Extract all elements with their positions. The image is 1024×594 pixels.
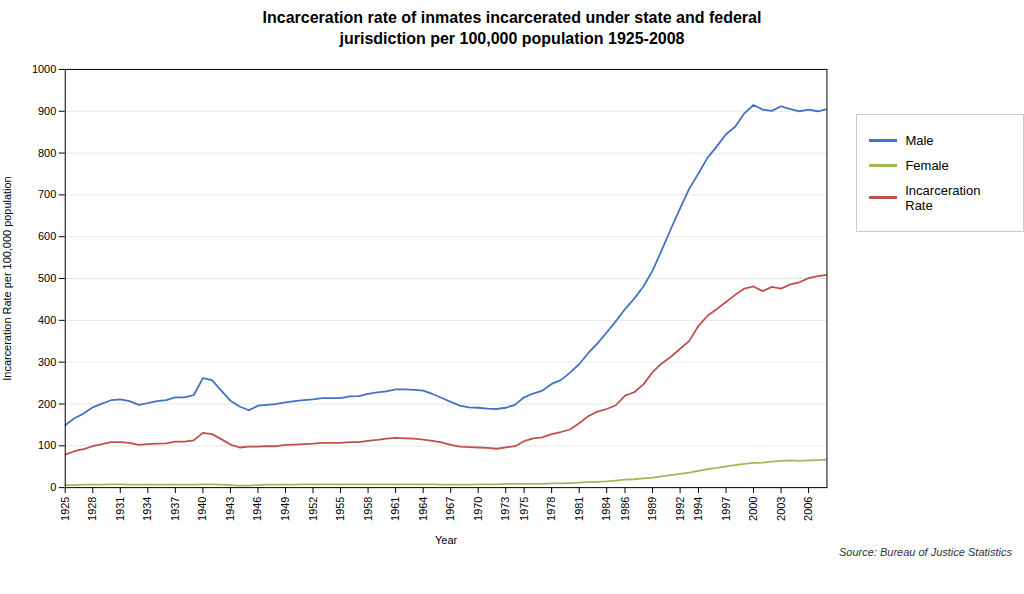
svg-text:Year: Year bbox=[435, 534, 457, 546]
svg-text:300: 300 bbox=[38, 355, 56, 367]
svg-text:2006: 2006 bbox=[802, 496, 814, 520]
svg-text:1961: 1961 bbox=[389, 496, 401, 520]
svg-text:1984: 1984 bbox=[600, 496, 612, 520]
svg-text:2000: 2000 bbox=[747, 496, 759, 520]
svg-text:1978: 1978 bbox=[545, 496, 557, 520]
svg-text:200: 200 bbox=[38, 397, 56, 409]
svg-text:1937: 1937 bbox=[169, 496, 181, 520]
svg-text:1992: 1992 bbox=[674, 496, 686, 520]
svg-text:2003: 2003 bbox=[775, 496, 787, 520]
svg-text:1943: 1943 bbox=[224, 496, 236, 520]
svg-text:900: 900 bbox=[38, 104, 56, 116]
html-text:Female: Female bbox=[905, 157, 949, 173]
svg-text:1952: 1952 bbox=[307, 496, 319, 520]
svg-text:1997: 1997 bbox=[720, 496, 732, 520]
svg-text:1958: 1958 bbox=[362, 496, 374, 520]
svg-text:1925: 1925 bbox=[59, 496, 71, 520]
html-text:Source: Bureau of Justice Stat: Source: Bureau of Justice Statistics bbox=[839, 546, 1012, 559]
svg-text:1981: 1981 bbox=[573, 496, 585, 520]
svg-text:1934: 1934 bbox=[141, 496, 153, 520]
svg-text:1975: 1975 bbox=[518, 496, 530, 520]
svg-text:1986: 1986 bbox=[619, 496, 631, 520]
svg-text:500: 500 bbox=[38, 272, 56, 284]
html-text:Incarceration Rate: Incarceration Rate bbox=[905, 182, 981, 213]
svg-text:0: 0 bbox=[50, 481, 56, 493]
svg-text:100: 100 bbox=[38, 439, 56, 451]
svg-text:1000: 1000 bbox=[32, 63, 56, 75]
svg-text:Incarceration Rate per 100,000: Incarceration Rate per 100,000 populatio… bbox=[1, 176, 13, 380]
html-text:Male: Male bbox=[905, 132, 934, 148]
svg-text:1970: 1970 bbox=[472, 496, 484, 520]
svg-text:1928: 1928 bbox=[86, 496, 98, 520]
svg-text:1949: 1949 bbox=[279, 496, 291, 520]
svg-text:1955: 1955 bbox=[334, 496, 346, 520]
svg-text:1967: 1967 bbox=[444, 496, 456, 520]
svg-text:600: 600 bbox=[38, 230, 56, 242]
svg-text:1989: 1989 bbox=[646, 496, 658, 520]
svg-text:1973: 1973 bbox=[499, 496, 511, 520]
svg-text:700: 700 bbox=[38, 188, 56, 200]
svg-text:1946: 1946 bbox=[251, 496, 263, 520]
svg-text:1964: 1964 bbox=[417, 496, 429, 520]
html-text:Incarceration rate of inmates: Incarceration rate of inmates incarcerat… bbox=[262, 9, 762, 47]
svg-text:400: 400 bbox=[38, 313, 56, 325]
svg-text:1994: 1994 bbox=[692, 496, 704, 520]
svg-text:1931: 1931 bbox=[114, 496, 126, 520]
svg-text:800: 800 bbox=[38, 146, 56, 158]
svg-text:1940: 1940 bbox=[196, 496, 208, 520]
